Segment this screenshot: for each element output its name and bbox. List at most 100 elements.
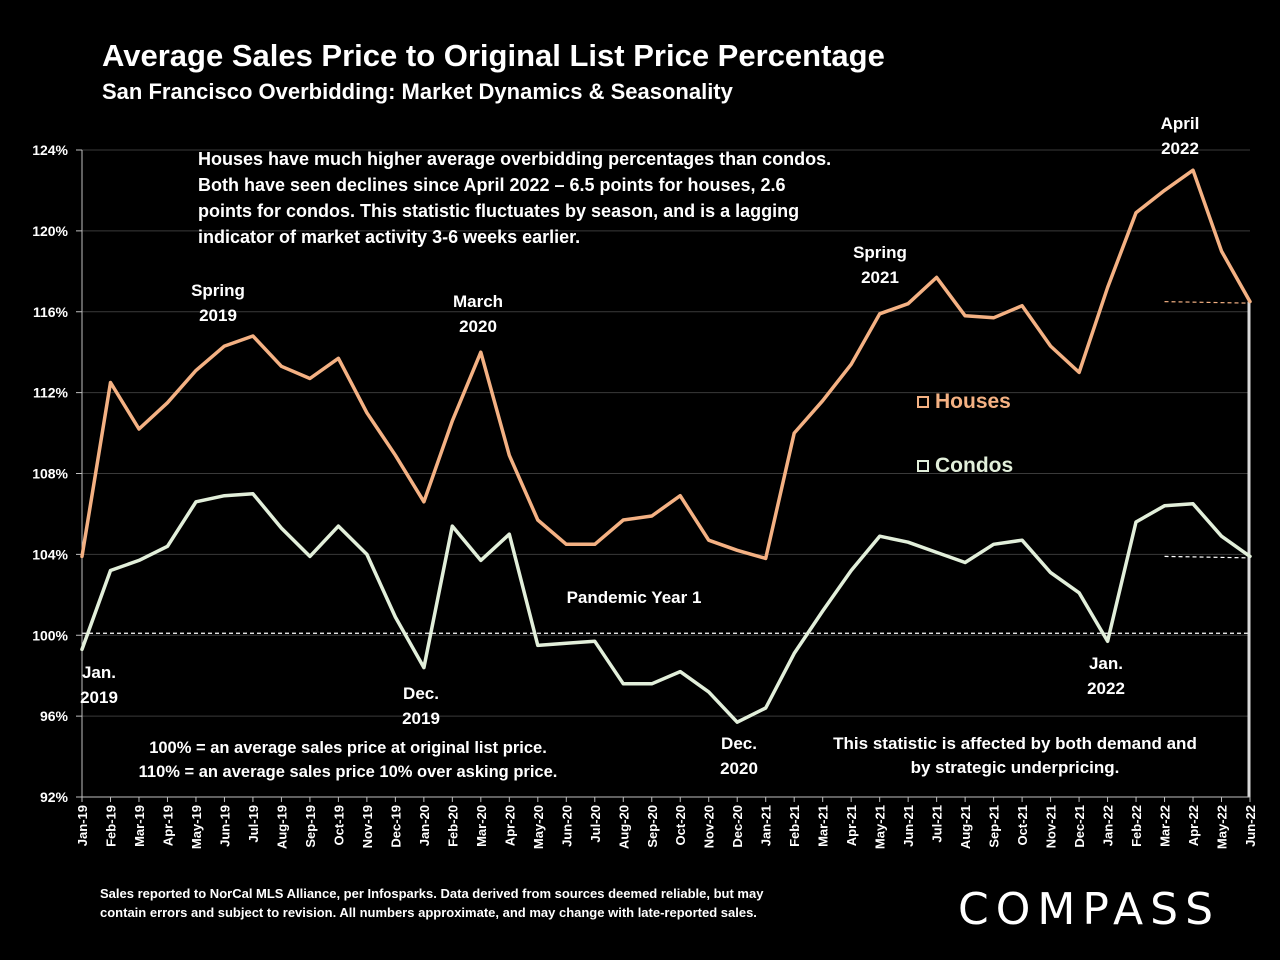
legend-condos-swatch bbox=[917, 460, 929, 472]
annotation-april-2022: April 2022 bbox=[1161, 111, 1200, 161]
condos-level-line bbox=[1164, 555, 1251, 559]
y-tick-label: 124% bbox=[32, 142, 68, 158]
x-tick-label: Feb-21 bbox=[787, 805, 802, 847]
x-tick-label: Aug-19 bbox=[274, 805, 289, 849]
note-underpricing: This statistic is affected by both deman… bbox=[833, 734, 1197, 777]
x-tick-label: Dec-21 bbox=[1072, 805, 1087, 848]
y-tick-label: 108% bbox=[32, 466, 68, 482]
annotation-spring-2021: Spring 2021 bbox=[853, 240, 907, 290]
y-tick-label: 96% bbox=[40, 708, 69, 724]
annotation-dec-2020: Dec. 2020 bbox=[720, 731, 758, 781]
x-tick-label: Jan-21 bbox=[759, 805, 774, 846]
x-tick-label: Nov-21 bbox=[1044, 805, 1059, 848]
note-line-110: 110% = an average sales price 10% over a… bbox=[138, 763, 558, 781]
x-tick-label: Jan-19 bbox=[75, 805, 90, 846]
x-tick-label: Sep-21 bbox=[987, 805, 1002, 848]
annotation-line: Dec. bbox=[721, 734, 757, 753]
annotation-jan-2019: Jan. 2019 bbox=[80, 660, 118, 710]
x-tick-label: Jul-20 bbox=[588, 805, 603, 843]
legend-condos-label: Condos bbox=[935, 454, 1014, 477]
x-tick-label: Mar-21 bbox=[816, 805, 831, 847]
chart-subtitle: San Francisco Overbidding: Market Dynami… bbox=[102, 79, 733, 104]
x-tick-label: Sep-19 bbox=[303, 805, 318, 848]
legend-condos: Condos bbox=[917, 454, 1013, 478]
x-tick-label: Mar-22 bbox=[1158, 805, 1173, 847]
y-tick-label: 104% bbox=[32, 546, 68, 562]
note-overbidding-summary: Houses have much higher average overbidd… bbox=[198, 149, 832, 247]
axes bbox=[76, 149, 1251, 802]
houses-line bbox=[80, 168, 1252, 561]
x-tick-label: Apr-21 bbox=[844, 805, 859, 846]
x-tick-label: Nov-20 bbox=[702, 805, 717, 848]
annotation-line: Jan. bbox=[81, 663, 117, 682]
annotation-spring-2019: Spring 2019 bbox=[191, 278, 245, 328]
x-tick-label: Aug-21 bbox=[958, 805, 973, 849]
y-tick-label: 92% bbox=[40, 789, 69, 805]
x-tick-label: Feb-19 bbox=[103, 805, 118, 847]
x-tick-label: May-19 bbox=[189, 805, 204, 849]
x-tick-label: May-22 bbox=[1215, 805, 1230, 849]
x-tick-label: Jul-21 bbox=[930, 805, 945, 843]
x-tick-label: Mar-20 bbox=[474, 805, 489, 847]
annotation-line: 2022 bbox=[1161, 139, 1199, 158]
x-tick-label: Nov-19 bbox=[360, 805, 375, 848]
note-line-100: 100% = an average sales price at origina… bbox=[149, 739, 547, 757]
footnote-line: Sales reported to NorCal MLS Alliance, p… bbox=[100, 886, 764, 901]
annotation-line: April bbox=[1160, 114, 1200, 133]
footnote-line: contain errors and subject to revision. … bbox=[100, 905, 757, 920]
grid-lines bbox=[82, 149, 1250, 717]
annotation-line: 2020 bbox=[720, 759, 758, 778]
annotation-dec-2019: Dec. 2019 bbox=[402, 681, 440, 731]
annotation-line: March bbox=[452, 292, 504, 311]
x-tick-label: May-20 bbox=[531, 805, 546, 849]
y-tick-label: 100% bbox=[32, 627, 68, 643]
reference-lines bbox=[82, 301, 1251, 797]
x-tick-label: May-21 bbox=[873, 805, 888, 849]
x-tick-label: Feb-22 bbox=[1129, 805, 1144, 847]
x-tick-label: Mar-19 bbox=[132, 805, 147, 847]
x-tick-label: Jun-20 bbox=[559, 805, 574, 847]
x-tick-label: Apr-19 bbox=[160, 805, 175, 846]
x-tick-label: Dec-19 bbox=[388, 805, 403, 848]
annotation-line: 2019 bbox=[80, 688, 118, 707]
x-tick-label: Jun-21 bbox=[901, 805, 916, 847]
x-tick-label: Jan-22 bbox=[1101, 805, 1116, 846]
x-tick-label: Jul-19 bbox=[246, 805, 261, 843]
x-tick-label: Oct-20 bbox=[673, 805, 688, 845]
x-tick-label: Jan-20 bbox=[417, 805, 432, 846]
x-tick-label: Dec-20 bbox=[730, 805, 745, 848]
x-tick-label: Sep-20 bbox=[645, 805, 660, 848]
y-tick-label: 116% bbox=[33, 304, 69, 320]
series-lines bbox=[80, 168, 1252, 724]
legend-houses-swatch bbox=[917, 396, 929, 408]
annotation-line: 2022 bbox=[1087, 679, 1125, 698]
y-tick-label: 120% bbox=[32, 223, 68, 239]
annotation-pandemic-year-1: Pandemic Year 1 bbox=[566, 588, 702, 607]
x-tick-label: Oct-21 bbox=[1015, 805, 1030, 845]
tick-labels: 92% 96% 100% 104% 108% 112% 116% 120% 124% Jan-19… bbox=[32, 142, 1258, 849]
x-tick-label: Apr-22 bbox=[1186, 805, 1201, 846]
annotation-jan-2022: Jan. 2022 bbox=[1087, 651, 1125, 701]
note-percentage-explainer: 100% = an average sales price at origina… bbox=[108, 736, 588, 784]
annotation-line: Spring bbox=[853, 243, 907, 262]
annotation-line: 2020 bbox=[459, 317, 497, 336]
annotation-line: 2021 bbox=[861, 268, 899, 287]
legend-houses-label: Houses bbox=[935, 390, 1011, 413]
x-tick-label: Feb-20 bbox=[445, 805, 460, 847]
chart-title: Average Sales Price to Original List Pri… bbox=[102, 38, 885, 73]
source-footnote: Sales reported to NorCal MLS Alliance, p… bbox=[100, 884, 900, 922]
annotation-line: Spring bbox=[191, 281, 245, 300]
y-tick-label: 112% bbox=[33, 385, 69, 401]
x-tick-label: Jun-22 bbox=[1243, 805, 1258, 847]
annotation-line: Jan. bbox=[1088, 654, 1124, 673]
houses-level-line bbox=[1164, 301, 1251, 304]
annotation-line: 2019 bbox=[199, 306, 237, 325]
annotation-march-2020: March 2020 bbox=[453, 289, 503, 339]
annotation-line: 2019 bbox=[402, 709, 440, 728]
compass-logo: COMPASS bbox=[958, 884, 1220, 935]
x-tick-label: Apr-20 bbox=[502, 805, 517, 846]
legend-houses: Houses bbox=[917, 390, 1011, 414]
condos-line bbox=[80, 491, 1252, 724]
x-tick-label: Oct-19 bbox=[331, 805, 346, 845]
